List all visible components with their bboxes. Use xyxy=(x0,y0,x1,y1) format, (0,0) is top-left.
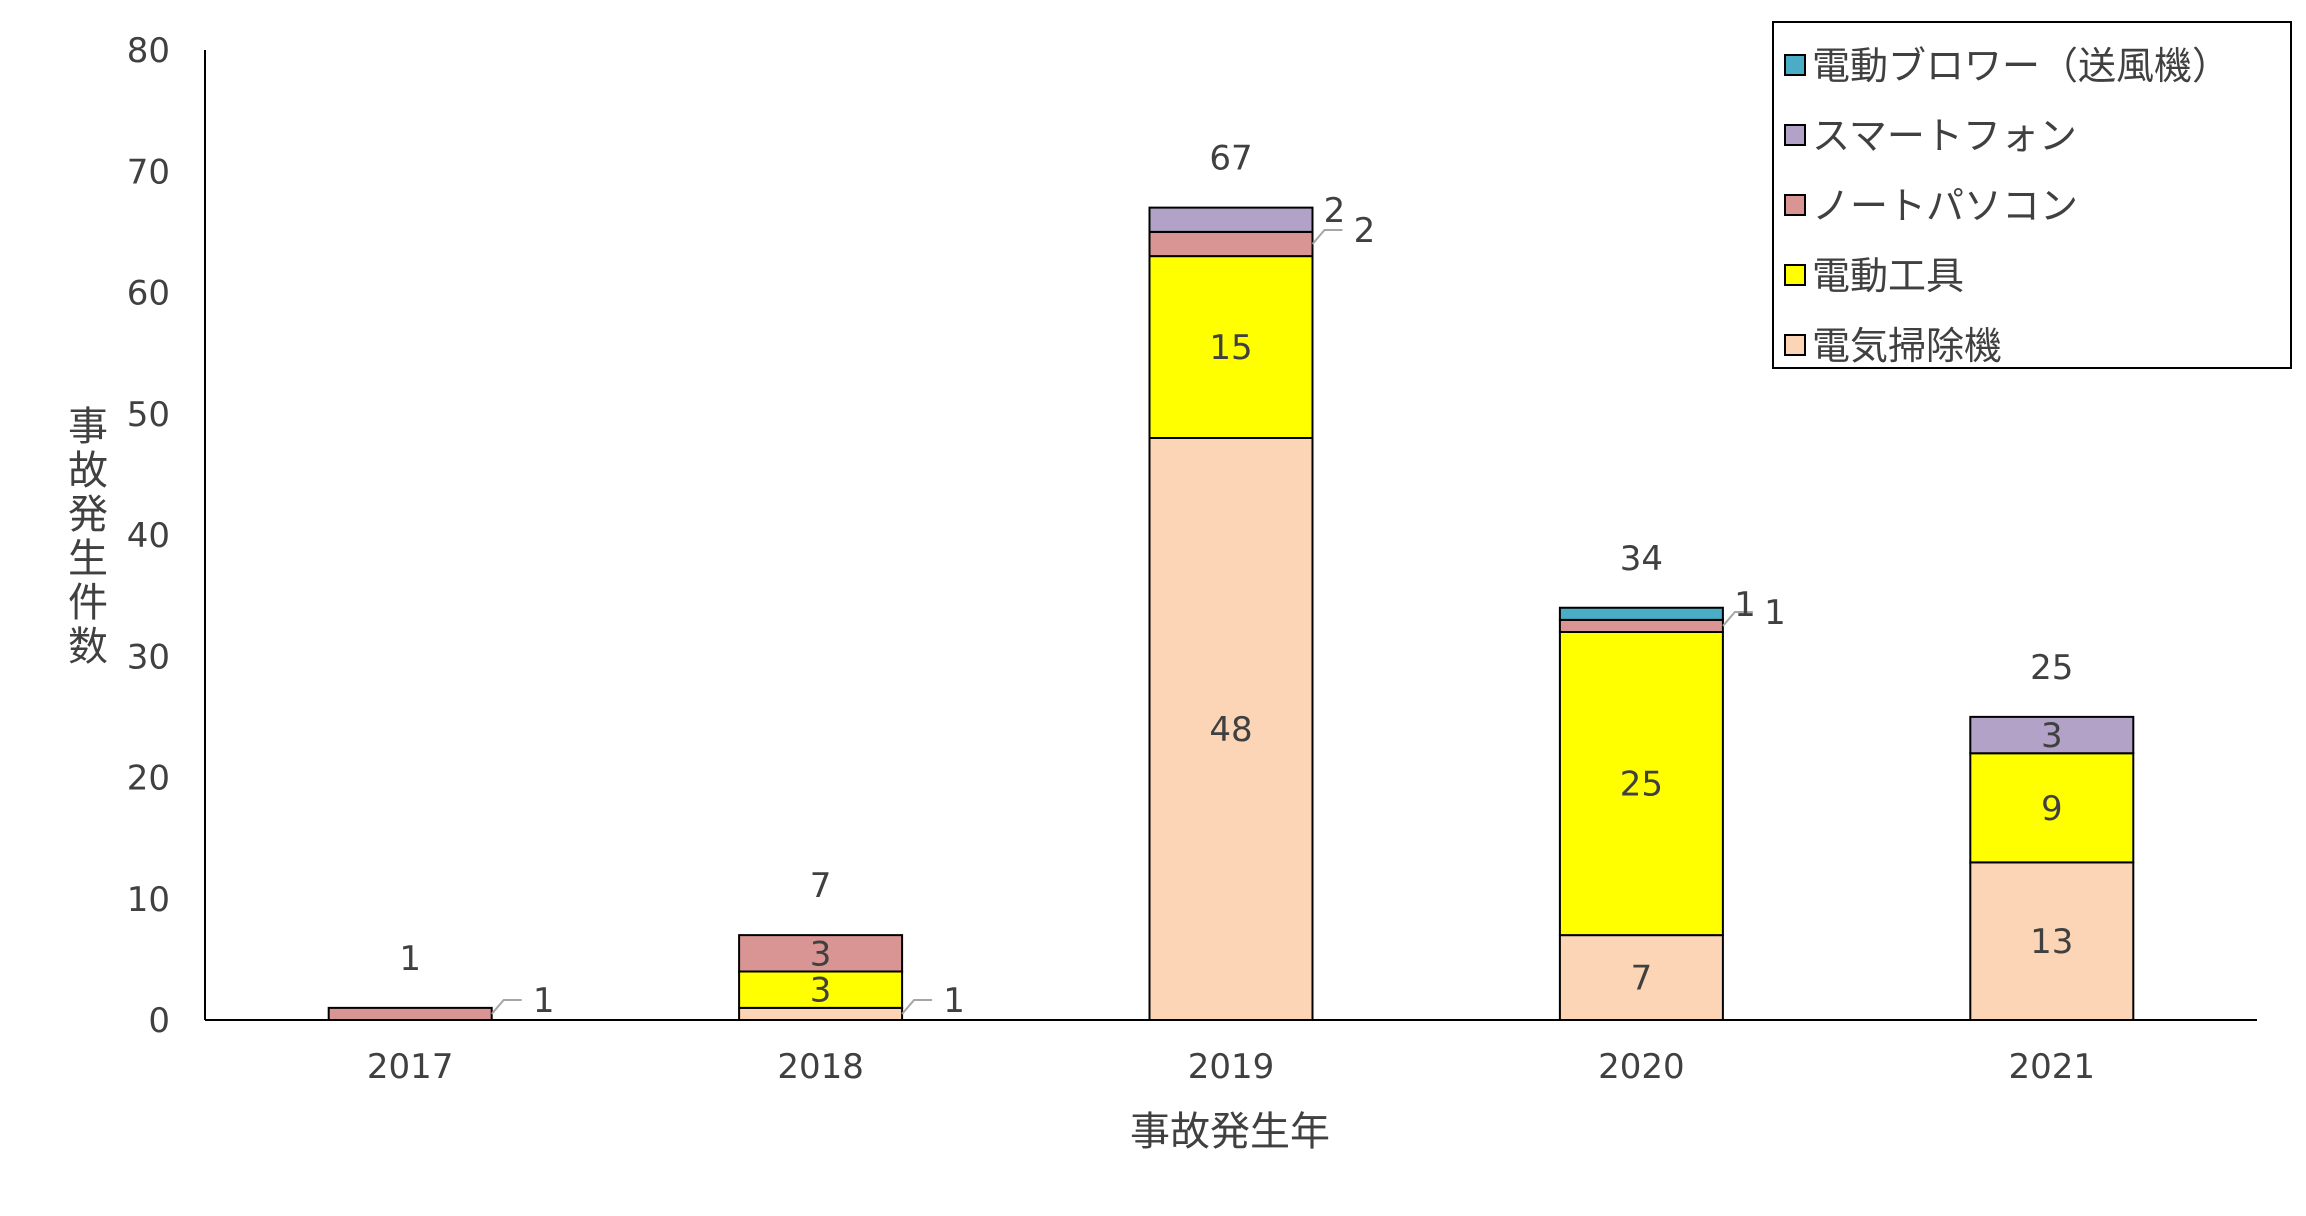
data-label: 48 xyxy=(1209,710,1252,750)
bar-segment xyxy=(1969,715,2135,755)
bars xyxy=(327,206,2135,1021)
legend-swatch xyxy=(1784,54,1806,76)
legend-label: 電動工具 xyxy=(1812,254,1964,298)
y-tick-label: 60 xyxy=(127,274,170,314)
y-axis-title-char: 故 xyxy=(68,448,108,494)
leader-line xyxy=(901,998,933,1015)
data-label: 1 xyxy=(943,981,965,1021)
legend-label: ノートパソコン xyxy=(1812,184,2078,228)
total-label: 67 xyxy=(1209,139,1252,179)
data-label: 1 xyxy=(1734,585,1756,625)
y-axis-title-char: 件 xyxy=(68,580,108,626)
data-label: 3 xyxy=(810,971,832,1011)
legend-box xyxy=(1772,21,2292,369)
y-tick-label: 0 xyxy=(148,1001,170,1041)
y-tick-label: 40 xyxy=(127,516,170,556)
y-axis-title-char: 発 xyxy=(68,492,108,538)
data-label: 25 xyxy=(1620,765,1663,805)
x-tick-label: 2020 xyxy=(1598,1047,1685,1087)
data-label: 2 xyxy=(1324,191,1346,231)
data-label: 1 xyxy=(1764,593,1786,633)
y-axis-title-char: 生 xyxy=(68,536,108,582)
total-label: 1 xyxy=(399,939,421,979)
bar-segment xyxy=(1148,230,1314,258)
x-axis-title: 事故発生年 xyxy=(1130,1109,1330,1155)
x-tick-label: 2017 xyxy=(367,1047,454,1087)
legend-swatch xyxy=(1784,194,1806,216)
bar-segment xyxy=(1558,618,1724,633)
x-tick-label: 2018 xyxy=(777,1047,864,1087)
bar-segment xyxy=(1969,752,2135,864)
y-axis-ticks: 0 10 20 30 40 50 60 70 80 xyxy=(127,31,170,1041)
x-axis-ticks: 2017 2018 2019 2020 2021 xyxy=(367,1047,2095,1087)
bar-segment xyxy=(1558,631,1724,937)
bar-segment xyxy=(738,934,904,973)
legend-label: 電気掃除機 xyxy=(1812,324,2002,368)
leader-line xyxy=(1722,610,1753,627)
x-tick-label: 2021 xyxy=(2009,1047,2096,1087)
data-label: 13 xyxy=(2030,922,2073,962)
x-tick-label: 2019 xyxy=(1188,1047,1275,1087)
legend-swatch xyxy=(1784,334,1806,356)
y-tick-label: 70 xyxy=(127,152,170,192)
data-label: 15 xyxy=(1209,328,1252,368)
y-tick-label: 10 xyxy=(127,880,170,920)
axes xyxy=(204,50,2257,1021)
bar-segment xyxy=(1558,934,1724,1021)
legend-swatch xyxy=(1784,264,1806,286)
leader-line xyxy=(490,998,522,1015)
y-axis-title-char: 事 xyxy=(68,404,108,450)
leader-line xyxy=(1311,229,1343,245)
data-label: 9 xyxy=(2041,789,2063,829)
legend-label: スマートフォン xyxy=(1812,114,2077,158)
y-tick-label: 20 xyxy=(127,759,170,799)
y-tick-label: 50 xyxy=(127,395,170,435)
data-label: 3 xyxy=(810,934,832,974)
total-label: 25 xyxy=(2030,648,2073,688)
data-label: 2 xyxy=(1354,211,1376,251)
legend-label: 電動ブロワー（送風機） xyxy=(1812,44,2230,88)
bar-segment xyxy=(1148,206,1314,233)
total-label: 34 xyxy=(1620,539,1663,579)
y-tick-label: 80 xyxy=(127,31,170,71)
y-axis-title-char: 数 xyxy=(68,624,108,670)
bar-segment xyxy=(1558,606,1724,621)
bar-segment xyxy=(327,1006,493,1021)
bar-segment xyxy=(1148,437,1314,1021)
legend-swatch xyxy=(1784,124,1806,146)
total-label: 7 xyxy=(810,866,832,906)
data-label: 3 xyxy=(2041,716,2063,756)
data-label: 7 xyxy=(1631,959,1653,999)
y-tick-label: 30 xyxy=(127,637,170,677)
data-label: 1 xyxy=(533,981,555,1021)
